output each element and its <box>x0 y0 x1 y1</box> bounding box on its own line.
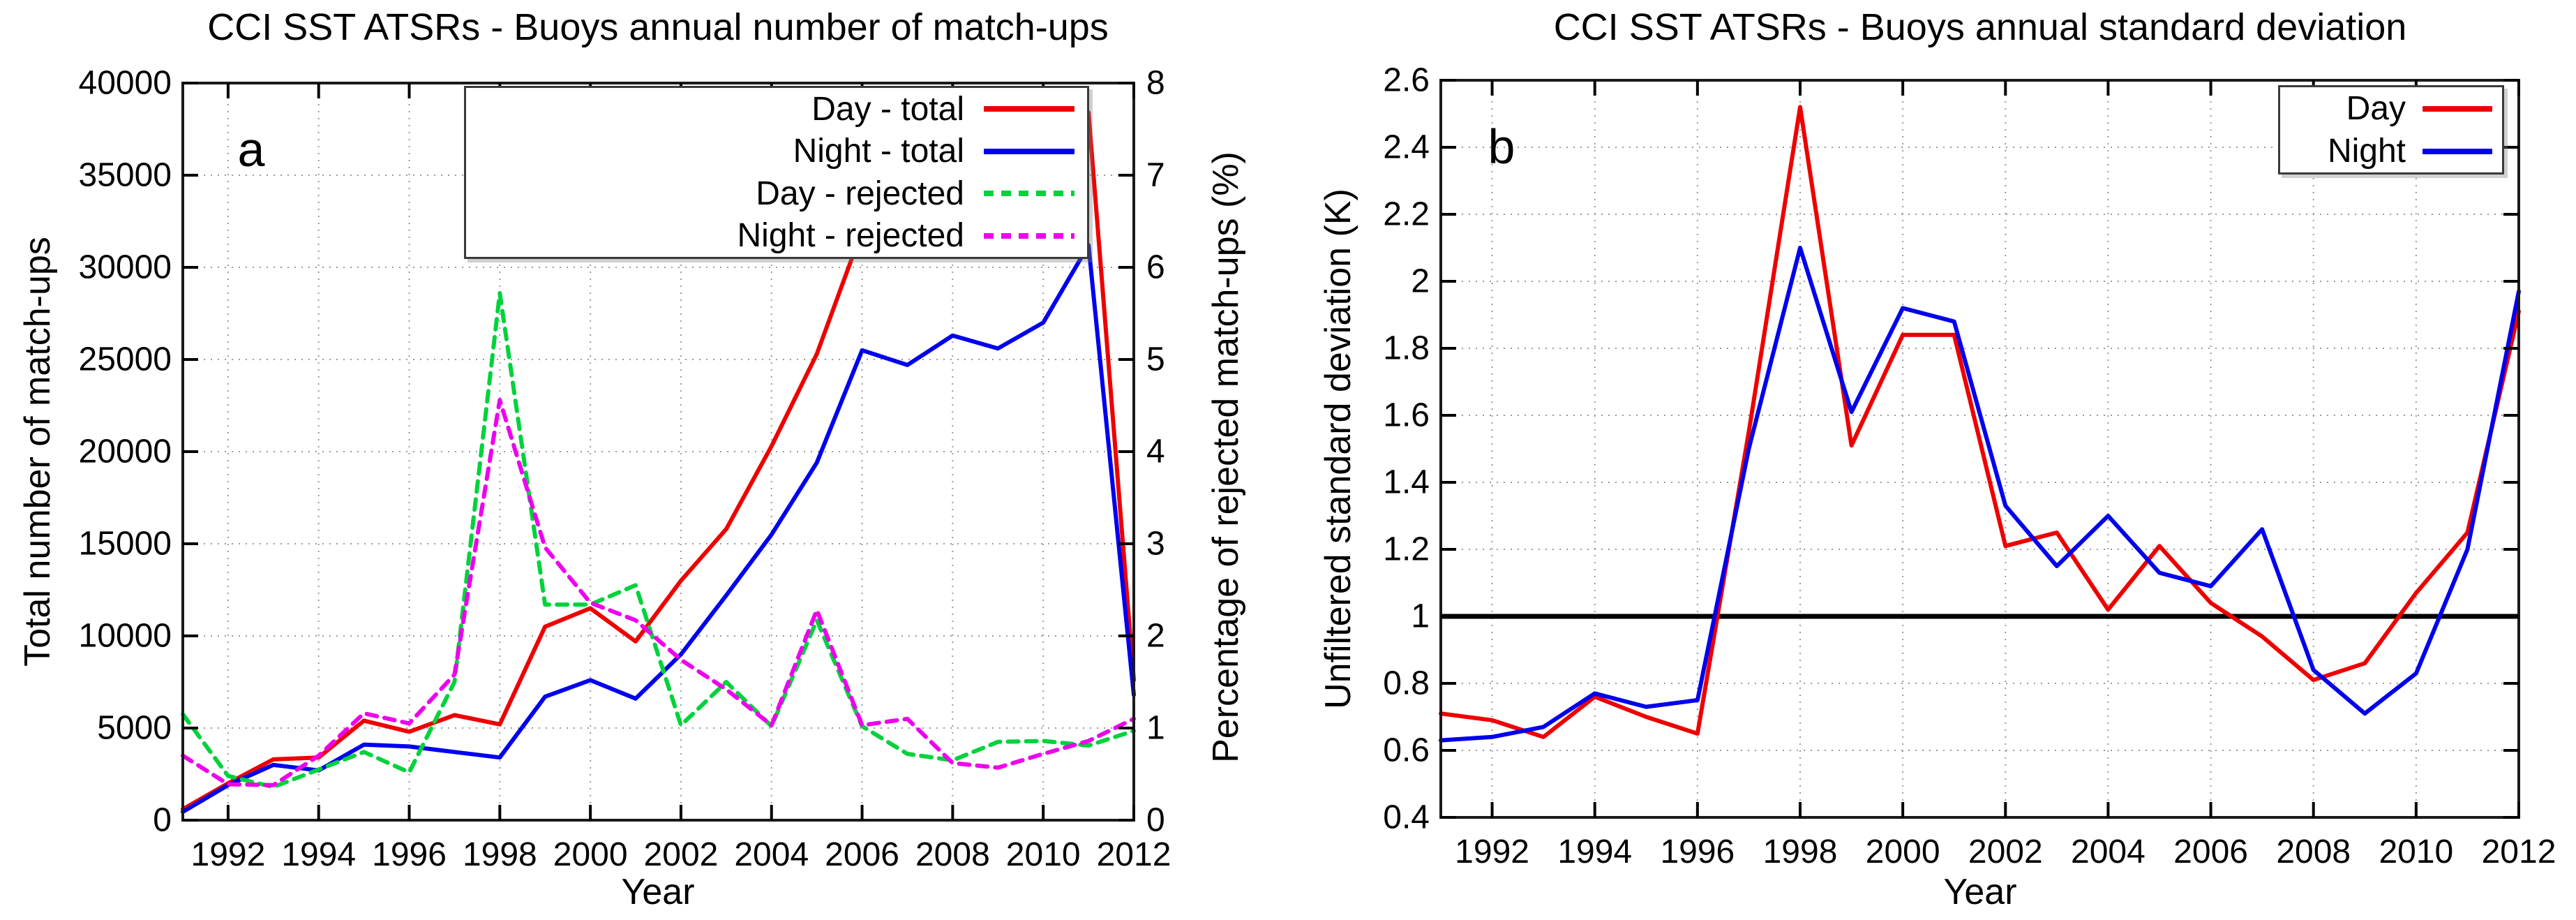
legend-entry-label: Night - rejected <box>737 217 964 255</box>
legend-entry-label: Day - rejected <box>756 175 964 212</box>
right-axis-tick-label: 7 <box>1146 156 1165 194</box>
chart-a-legend: Day - total Night - total Day - rejected Ni… <box>464 86 1089 259</box>
plot-border <box>1439 79 2520 819</box>
legend-line-sample <box>2423 148 2492 154</box>
y-axis-tick-label: 0.6 <box>1383 732 1430 769</box>
x-axis-tick-label: 1996 <box>1660 833 1735 870</box>
legend-entry: Night - total <box>466 132 1087 170</box>
y-axis-tick-label: 35000 <box>78 156 172 194</box>
right-axis-tick-label: 2 <box>1146 617 1165 655</box>
legend-entry: Night - rejected <box>466 216 1087 255</box>
series-line-night-total <box>181 243 1136 815</box>
y-axis-tick-label: 5000 <box>97 709 172 747</box>
chart-a-title: CCI SST ATSRs - Buoys annual number of m… <box>207 6 1109 48</box>
right-axis-tick-label: 1 <box>1146 709 1165 747</box>
y-axis-tick-label: 30000 <box>78 248 172 286</box>
x-axis-tick-label: 2002 <box>643 836 719 873</box>
legend-entry: Day - total <box>466 90 1087 128</box>
right-axis-tick-label: 4 <box>1146 433 1165 470</box>
chart-b-title: CCI SST ATSRs - Buoys annual standard de… <box>1553 6 2407 48</box>
legend-entry-label: Night - total <box>793 133 964 170</box>
y-axis-tick-label: 2 <box>1411 262 1430 300</box>
chart-b-x-axis-label: Year <box>1943 872 2017 912</box>
x-axis-tick-label: 2002 <box>1968 833 2043 870</box>
legend-line-sample <box>984 191 1074 197</box>
legend-line-sample <box>984 232 1074 239</box>
x-axis-tick-label: 2004 <box>2071 833 2146 870</box>
chart-b-y-axis-label: Unfiltered standard deviation (K) <box>1318 188 1358 709</box>
panel-b-letter: b <box>1488 119 1515 174</box>
series-line-night <box>1439 246 2521 743</box>
x-axis-tick-label: 2006 <box>825 836 899 873</box>
right-axis-tick-label: 6 <box>1146 248 1165 286</box>
y-axis-tick-label: 2.6 <box>1383 61 1430 99</box>
chart-b-legend: Day Night <box>2278 85 2504 175</box>
x-axis-tick-label: 2008 <box>915 836 990 873</box>
y-axis-tick-label: 25000 <box>78 341 172 378</box>
chart-a-x-axis-label: Year <box>621 872 695 912</box>
y-axis-tick-label: 20000 <box>78 433 172 470</box>
y-axis-tick-label: 0 <box>153 801 172 839</box>
right-axis-tick-label: 8 <box>1146 64 1165 102</box>
y-axis-tick-label: 0.4 <box>1383 799 1430 836</box>
y-axis-tick-label: 1.8 <box>1383 329 1430 367</box>
y-axis-tick-label: 10000 <box>78 617 172 655</box>
legend-line-sample <box>984 106 1074 112</box>
y-axis-tick-label: 1.6 <box>1383 396 1430 434</box>
x-axis-tick-label: 1998 <box>462 836 537 873</box>
series-line-day <box>1439 105 2521 739</box>
y-axis-tick-label: 1 <box>1411 598 1430 635</box>
x-axis-tick-label: 2012 <box>1096 836 1171 873</box>
legend-entry: Day - rejected <box>466 175 1087 213</box>
panel-a-letter: a <box>237 122 265 177</box>
legend-line-sample <box>2423 105 2492 112</box>
right-axis-tick-label: 0 <box>1146 801 1165 839</box>
x-axis-tick-label: 1992 <box>1455 833 1529 870</box>
legend-entry: Day <box>2280 89 2502 128</box>
x-axis-tick-label: 1996 <box>372 836 447 873</box>
x-axis-tick-label: 1998 <box>1762 833 1838 870</box>
x-axis-tick-label: 2012 <box>2481 833 2556 870</box>
y-axis-tick-label: 2.2 <box>1383 195 1430 233</box>
x-axis-tick-label: 2000 <box>1865 833 1940 870</box>
y-axis-tick-label: 40000 <box>78 64 172 102</box>
right-axis-tick-label: 5 <box>1146 341 1165 378</box>
x-axis-tick-label: 2004 <box>734 836 809 873</box>
x-axis-tick-label: 1994 <box>281 836 357 873</box>
x-axis-tick-label: 1992 <box>190 836 266 873</box>
x-axis-tick-label: 2010 <box>1005 836 1081 873</box>
y-axis-tick-label: 1.2 <box>1383 531 1430 568</box>
y-axis-tick-label: 15000 <box>78 525 172 563</box>
chart-a-y-axis-label: Total number of match-ups <box>17 237 58 667</box>
y-axis-tick-label: 1.4 <box>1383 463 1430 501</box>
legend-entry: Night <box>2280 132 2502 170</box>
series-line-day-rejected <box>181 291 1136 789</box>
y-axis-tick-label: 0.8 <box>1383 665 1430 702</box>
legend-entry-label: Day <box>2346 90 2406 127</box>
x-axis-tick-label: 2008 <box>2276 833 2351 870</box>
chart-a-right-axis-label: Percentage of rejected match-ups (%) <box>1206 151 1246 763</box>
x-axis-tick-label: 2006 <box>2173 833 2248 870</box>
y-axis-tick-label: 2.4 <box>1383 128 1430 166</box>
x-axis-tick-label: 1994 <box>1557 833 1633 870</box>
legend-entry-label: Day - total <box>811 90 964 128</box>
series-line-night-rejected <box>181 398 1136 787</box>
x-axis-tick-label: 2000 <box>553 836 628 873</box>
legend-entry-label: Night <box>2327 133 2406 170</box>
legend-line-sample <box>984 148 1074 154</box>
x-axis-tick-label: 2010 <box>2379 833 2454 870</box>
right-axis-tick-label: 3 <box>1146 525 1165 563</box>
